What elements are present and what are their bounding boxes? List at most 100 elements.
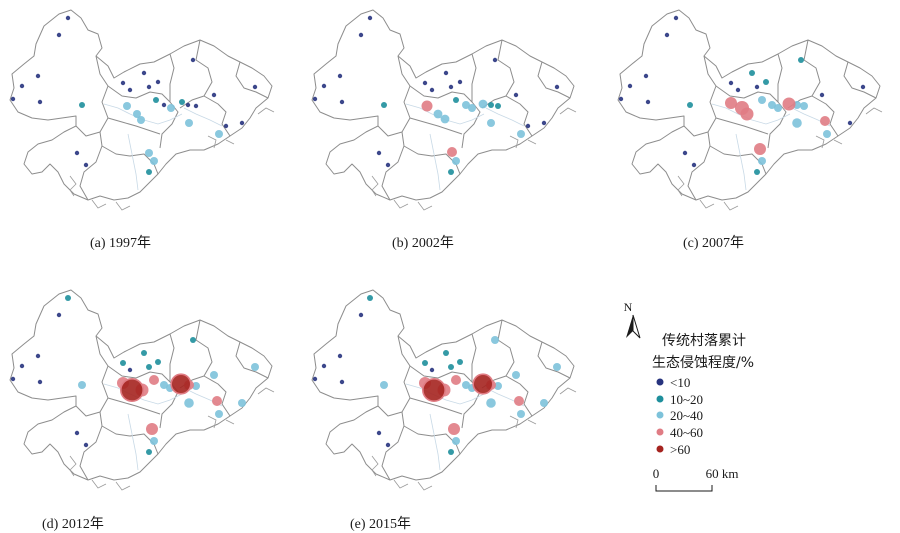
village-point-a-18: [185, 102, 191, 108]
village-point-d-7: [120, 378, 145, 403]
village-point-d-3: [19, 363, 25, 369]
village-point-b-18: [488, 102, 494, 108]
village-point-e-24: [517, 410, 525, 418]
village-point-d-4: [10, 376, 16, 382]
village-point-b-10: [422, 80, 428, 86]
map-panel-c: [617, 9, 883, 211]
village-point-a-20: [190, 57, 196, 63]
north-arrow-icon: [626, 315, 633, 338]
map-panel-a: [9, 9, 275, 211]
village-point-d-1: [56, 312, 62, 318]
village-point-b-8: [440, 114, 450, 124]
village-point-d-5: [78, 381, 86, 389]
village-point-b-4: [312, 96, 318, 102]
village-point-e-27: [448, 423, 460, 435]
legend-label-lt10: <10: [670, 375, 690, 390]
village-point-e-31: [385, 442, 391, 448]
legend-item-10to20: 10~20: [656, 392, 703, 407]
village-point-b-11: [443, 70, 449, 76]
village-point-b-32: [339, 99, 345, 105]
village-point-d-27: [146, 423, 158, 435]
village-point-c-11: [749, 70, 755, 76]
village-point-e-7: [422, 378, 447, 403]
region-boundaries-a: [9, 9, 275, 211]
village-point-c-10: [728, 80, 734, 86]
village-point-e-11: [443, 350, 449, 356]
village-point-c-17: [782, 97, 796, 111]
legend-swatch-gt60: [656, 445, 664, 453]
village-point-b-13: [448, 84, 454, 90]
map-panels: [9, 9, 883, 491]
village-point-b-17: [478, 99, 488, 109]
village-point-a-2: [35, 73, 41, 79]
village-point-b-22: [487, 119, 495, 127]
legend-item-gt60: >60: [656, 442, 690, 457]
village-point-d-24: [215, 410, 223, 418]
village-point-a-9: [127, 87, 133, 93]
village-point-a-4: [10, 96, 16, 102]
village-point-b-9: [429, 87, 435, 93]
village-point-c-28: [758, 157, 766, 165]
village-point-d-10: [120, 360, 126, 366]
village-point-b-12: [457, 79, 463, 85]
legend-label-gt60: >60: [670, 442, 690, 457]
village-point-c-19: [800, 102, 808, 110]
caption-panel-b: (b) 2002年: [392, 235, 454, 251]
village-point-d-30: [74, 430, 80, 436]
village-point-a-24: [215, 130, 223, 138]
village-point-e-17: [472, 373, 494, 395]
village-point-c-32: [645, 99, 651, 105]
legend-item-lt10: <10: [656, 375, 690, 390]
village-point-b-27: [447, 147, 457, 157]
village-point-c-3: [627, 83, 633, 89]
village-point-e-13: [448, 364, 454, 370]
village-point-c-6: [725, 97, 737, 109]
village-point-c-30: [682, 150, 688, 156]
village-point-e-3: [321, 363, 327, 369]
village-point-a-32: [37, 99, 43, 105]
village-point-e-14: [451, 375, 461, 385]
village-point-a-17: [179, 99, 185, 105]
village-point-c-5: [687, 102, 693, 108]
village-point-e-26: [553, 363, 561, 371]
village-point-b-30: [376, 150, 382, 156]
village-point-c-4: [618, 96, 624, 102]
caption-panel-d: (d) 2012年: [42, 516, 104, 532]
village-point-c-21: [819, 92, 825, 98]
village-point-a-22: [185, 119, 193, 127]
village-point-c-26: [860, 84, 866, 90]
village-point-d-21: [210, 371, 218, 379]
village-point-d-15: [160, 381, 168, 389]
caption-panel-e: (e) 2015年: [350, 516, 411, 532]
legend-label-40to60: 40~60: [670, 425, 703, 440]
village-point-d-32: [37, 379, 43, 385]
village-point-d-17: [170, 373, 192, 395]
village-point-c-16: [774, 104, 782, 112]
scale-bar-line: [655, 485, 713, 492]
village-point-b-26: [554, 84, 560, 90]
village-point-a-5: [79, 102, 85, 108]
village-point-c-7: [735, 101, 749, 115]
village-point-e-21: [512, 371, 520, 379]
legend-swatch-lt10: [656, 378, 664, 386]
village-point-b-20: [492, 57, 498, 63]
map-panel-d: [9, 289, 275, 491]
village-point-e-15: [462, 381, 470, 389]
village-point-e-10: [422, 360, 428, 366]
legend-swatch-40to60: [656, 428, 664, 436]
village-point-d-31: [83, 442, 89, 448]
village-point-b-23: [525, 123, 531, 129]
village-point-d-2: [35, 353, 41, 359]
village-point-e-32: [339, 379, 345, 385]
village-point-a-28: [150, 157, 158, 165]
village-point-b-1: [358, 32, 364, 38]
village-point-e-30: [376, 430, 382, 436]
village-point-a-30: [74, 150, 80, 156]
village-point-b-3: [321, 83, 327, 89]
village-point-a-27: [145, 149, 153, 157]
village-point-c-1: [664, 32, 670, 38]
village-point-a-25: [239, 120, 245, 126]
village-point-b-19: [495, 103, 501, 109]
legend-item-20to40: 20~40: [656, 408, 703, 423]
village-point-d-28: [150, 437, 158, 445]
